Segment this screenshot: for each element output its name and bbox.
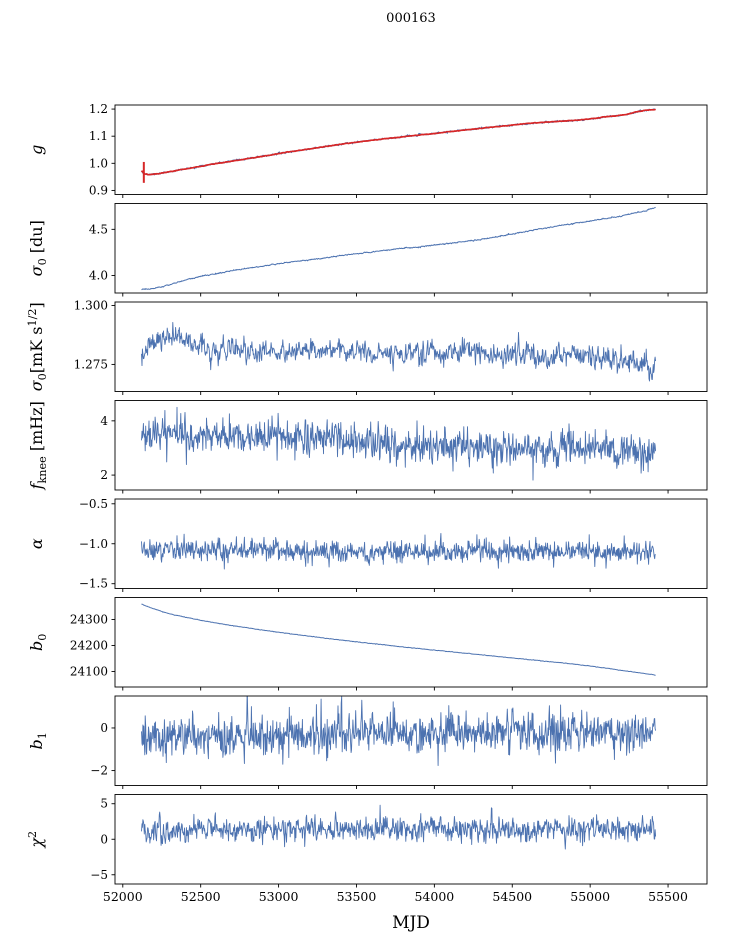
x-tick-label: 54000 [414,889,454,904]
panel-b1-frame [114,695,708,786]
panel-fknee-series [141,406,657,481]
y-axis-label-b0: b0 [27,634,49,651]
series-b1 [141,696,657,766]
panel-alpha-frame [114,498,708,589]
panel-g-frame [114,104,708,195]
y-tick-label: 5 [100,797,108,811]
y-axis-label-sigma0-du: σ0 [du] [27,220,49,276]
series-chi2 [141,804,657,850]
panel-chi2: 5 0 −5 52000 52500 53000 53500 54000 54500 55000 5… [26,794,708,904]
y-axis-label-b1: b1 [27,732,49,749]
series-alpha [141,532,656,570]
y-tick-label: −1.5 [79,577,108,591]
y-tick-label: 1.2 [89,102,108,116]
series-sigma0-du [141,206,656,291]
series-fknee [141,406,657,481]
x-tick-label: 55000 [570,889,610,904]
panel-g: 0.9 1.0 1.1 1.2 g [27,102,708,198]
y-tick-label: 24200 [70,638,108,652]
series-gain-fit [140,108,656,176]
y-tick-label: 1.275 [74,357,108,371]
y-tick-label: −0.5 [79,497,108,511]
panel-alpha: −0.5 −1.0 −1.5 α [27,497,708,592]
y-tick-label: 4 [100,414,108,428]
y-tick-label: −5 [90,868,108,882]
panel-alpha-series [141,532,656,570]
panels-group: 0.9 1.0 1.1 1.2 g 4.0 4.5 σ0 [du] 1.275 1.300 σ0[m… [26,102,708,904]
x-tick-label: 53500 [337,889,377,904]
y-tick-label: 2 [100,468,108,482]
panel-sigma0-mks-frame [114,301,708,392]
series-b0 [141,603,656,676]
panel-b1: 0 −2 b1 [27,695,708,789]
panel-sigma0-mks-series [141,321,657,382]
x-axis-label: MJD [392,913,430,933]
panel-chi2-series [141,804,657,850]
panel-fknee-frame [114,400,708,491]
y-tick-label: 24300 [70,613,108,627]
y-tick-label: 1.0 [89,156,108,170]
panel-b1-series [141,696,657,766]
panel-sigma0-du: 4.0 4.5 σ0 [du] [27,203,708,297]
panel-sigma0-du-frame [114,203,708,294]
x-tick-label: 55500 [648,889,688,904]
chart-title: 000163 [386,11,436,26]
y-axis-label-g: g [27,145,46,155]
y-tick-label: −1.0 [79,537,108,551]
y-tick-label: 0.9 [89,183,108,197]
series-gain-data [141,108,656,176]
y-axis-label-chi2: χ2 [26,831,46,849]
y-axis-label-sigma0-mks: σ0[mK s1/2] [26,302,49,391]
y-axis-label-alpha: α [27,538,46,549]
panel-b0-series [141,603,656,676]
series-sigma0-mks [141,321,657,382]
panel-sigma0-du-series [141,206,656,291]
y-tick-label: 1.300 [74,299,108,313]
x-tick-label: 53000 [259,889,299,904]
x-tick-label: 52500 [181,889,221,904]
y-tick-label: 24100 [70,664,108,678]
panel-sigma0-mks: 1.275 1.300 σ0[mK s1/2] [26,299,708,395]
panel-b0-frame [114,597,708,688]
y-tick-label: 0 [100,832,108,846]
panel-g-series [140,108,656,183]
y-tick-label: 4.0 [89,268,108,282]
y-tick-label: −2 [90,764,108,778]
x-tick-label: 54500 [492,889,532,904]
panel-chi2-frame [114,794,708,885]
panel-b0: 24100 24200 24300 b0 [27,597,708,691]
y-axis-label-fknee: fknee [mHz] [27,401,49,490]
y-tick-label: 4.5 [89,222,108,236]
y-tick-label: 0 [100,721,108,735]
panel-fknee: 2 4 fknee [mHz] [27,400,708,494]
y-tick-label: 1.1 [89,129,108,143]
x-tick-label: 52000 [103,889,143,904]
